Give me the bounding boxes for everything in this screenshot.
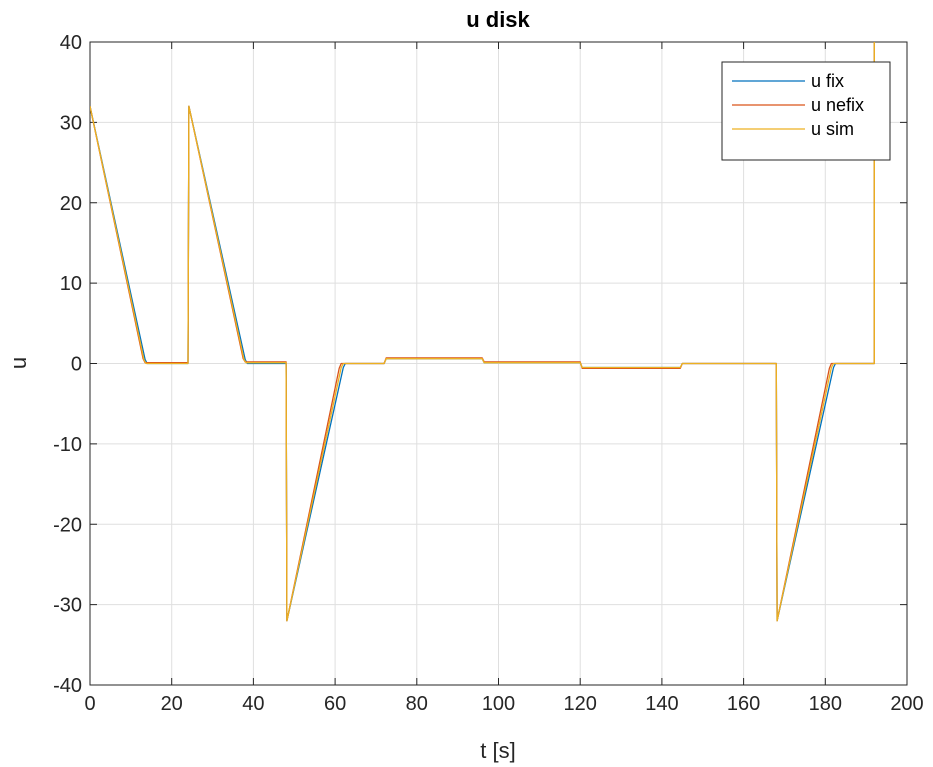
x-tick-label: 120: [564, 693, 597, 715]
y-axis-ticks: -40 -30 -20 -10 0 10 20 30 40: [53, 32, 907, 697]
y-tick-label: 30: [60, 112, 82, 134]
series-line-u-sim: [90, 42, 875, 622]
y-tick-label: -10: [53, 434, 82, 456]
legend-label: u sim: [811, 119, 854, 139]
y-axis-label: u: [6, 357, 31, 369]
x-tick-label: 100: [482, 693, 515, 715]
legend-label: u nefix: [811, 95, 864, 115]
series-lines: [90, 42, 875, 622]
y-tick-label: -30: [53, 595, 82, 617]
y-tick-label: 0: [71, 354, 82, 376]
legend-label: u fix: [811, 71, 844, 91]
x-tick-label: 0: [84, 693, 95, 715]
x-tick-label: 200: [890, 693, 923, 715]
x-tick-label: 40: [242, 693, 264, 715]
chart-title: u disk: [466, 7, 530, 32]
y-tick-label: 10: [60, 273, 82, 295]
x-tick-label: 160: [727, 693, 760, 715]
x-axis-label: t [s]: [480, 738, 515, 763]
x-tick-label: 80: [406, 693, 428, 715]
x-tick-label: 60: [324, 693, 346, 715]
x-axis-ticks: 0 20 40 60 80 100 120 140 160 180 200: [84, 42, 924, 715]
y-tick-label: 20: [60, 193, 82, 215]
x-tick-label: 140: [645, 693, 678, 715]
x-tick-label: 180: [809, 693, 842, 715]
x-tick-label: 20: [161, 693, 183, 715]
y-tick-label: -20: [53, 514, 82, 536]
legend-box: [721, 61, 891, 161]
legend: u fix u nefix u sim: [721, 61, 891, 161]
y-tick-label: 40: [60, 32, 82, 54]
y-tick-label: -40: [53, 675, 82, 697]
